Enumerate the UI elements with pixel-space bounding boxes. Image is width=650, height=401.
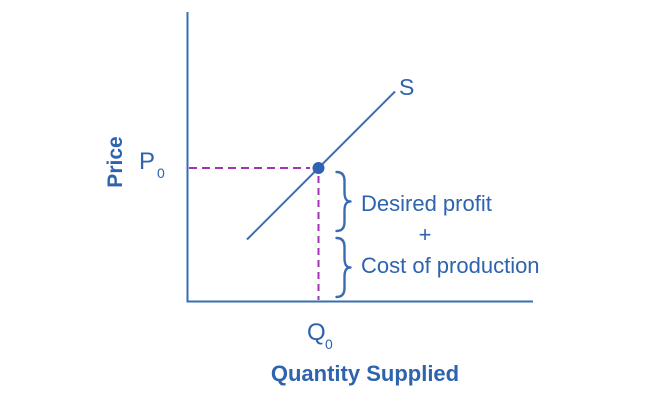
bottom-brace xyxy=(335,236,352,299)
desired-profit-label: Desired profit xyxy=(361,191,492,216)
price-point-label-subscript: 0 xyxy=(157,165,165,181)
quantity-point-label-subscript: 0 xyxy=(325,336,333,352)
quantity-point-label: Q xyxy=(307,319,326,346)
price-point-label: P xyxy=(139,148,155,175)
top-brace xyxy=(335,170,352,233)
equilibrium-point-dot xyxy=(312,162,325,174)
supply-curve-label: S xyxy=(399,74,414,100)
x-axis-label: Quantity Supplied xyxy=(271,361,459,386)
plus-sign-label: + xyxy=(419,222,432,247)
y-axis-label: Price xyxy=(104,136,127,187)
cost-of-production-label: Cost of production xyxy=(361,253,540,278)
